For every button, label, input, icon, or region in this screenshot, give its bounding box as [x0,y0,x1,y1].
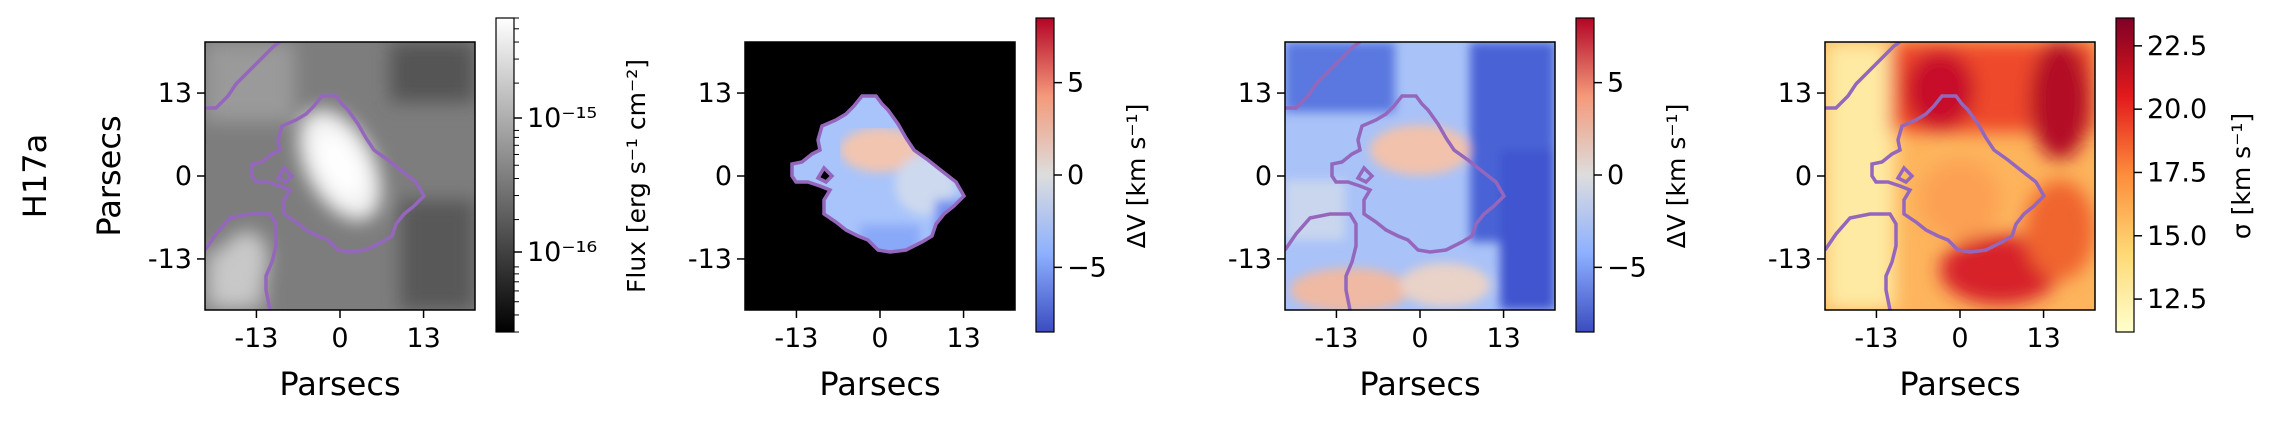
y-tick-label: 13 [1778,78,1812,109]
y-tick-label: -13 [1228,244,1272,275]
contour-main [1870,94,2047,254]
contour-corner-bl [205,212,278,310]
contour-corner-bl [1825,212,1898,310]
x-axis-label: Parsecs [279,365,400,403]
colorbar-label: ΔV [km s⁻¹] [1662,104,1691,249]
velocity-full-image [1285,42,1555,310]
axis-ticks: -13 0 13 13 0 -13 [1228,78,1521,354]
flux-image [205,42,475,310]
colorbar-tick-label: 0 [1067,160,1084,191]
panel-velocity-masked: -13 0 13 13 0 -13 Parsecs 5 0 −5 ΔV [km s⁻¹] [688,17,1151,403]
flux-contours [205,42,427,310]
y-tick-label: -13 [148,244,192,275]
colorbar-label: ΔV [km s⁻¹] [1122,104,1151,249]
colorbar-ticks: 5 0 −5 [1054,68,1107,283]
contour-main [250,94,427,254]
x-tick-label: 13 [2026,323,2060,354]
x-tick-label: -13 [1854,323,1898,354]
y-tick-label: 0 [1255,161,1272,192]
x-tick-label: -13 [1314,323,1358,354]
y-tick-label: 0 [715,161,732,192]
colorbar-tick-label: −5 [1607,252,1647,283]
y-tick-label: 0 [1795,161,1812,192]
x-tick-label: 13 [946,323,980,354]
colorbar-tick-label: 17.5 [2147,157,2207,188]
colorbar-flux [495,17,515,333]
colorbar-tick-label: 22.5 [2147,31,2207,62]
axis-ticks: -13 0 13 13 0 -13 [1768,78,2061,354]
row-label: H17a [16,134,54,218]
colorbar-velocity [1035,17,1055,333]
panel-flux: -13 0 13 13 0 -13 Parsecs Parsecs 10⁻¹⁵ 10⁻¹⁶… [90,17,651,403]
colorbar-ticks: 5 0 −5 [1594,68,1647,283]
x-axis-label: Parsecs [819,365,940,403]
axis-ticks: -13 0 13 13 0 -13 [688,78,981,354]
x-tick-label: 0 [1411,323,1428,354]
colorbar-tick-label: 5 [1607,68,1624,99]
contour-main [1330,94,1507,254]
contour-corner-tl [205,42,281,110]
x-tick-label: 0 [331,323,348,354]
dispersion-image [1825,42,2095,310]
colorbar-label: σ [km s⁻¹] [2227,113,2256,239]
colorbar-tick-label: 10⁻¹⁶ [527,237,597,268]
colorbar-tick-label: −5 [1067,252,1107,283]
colorbar-label: Flux [erg s⁻¹ cm⁻²] [622,59,651,293]
x-tick-label: 13 [1486,323,1520,354]
y-axis-label: Parsecs [90,115,128,236]
y-tick-label: -13 [688,244,732,275]
colorbar-ticks: 22.5 20.0 17.5 15.0 12.5 [2134,31,2207,315]
contour-corner-tl [1825,42,1901,110]
y-tick-label: 13 [698,78,732,109]
colorbar-velocity [1575,17,1595,333]
y-tick-label: 13 [1238,78,1272,109]
colorbar-tick-label: 12.5 [2147,284,2207,315]
colorbar-tick-label: 0 [1607,160,1624,191]
axis-ticks: -13 0 13 13 0 -13 [148,78,441,354]
x-tick-label: 0 [871,323,888,354]
contour-corner-tl [1285,42,1361,110]
colorbar-tick-label: 20.0 [2147,94,2207,125]
panel-dispersion: -13 0 13 13 0 -13 Parsecs 22.5 20.0 17.5 15.0 12.… [1768,17,2256,403]
x-tick-label: -13 [234,323,278,354]
dispersion-contours [1825,42,2047,310]
panel-velocity-full: -13 0 13 13 0 -13 Parsecs 5 0 −5 ΔV [km s⁻¹] [1228,17,1691,403]
colorbar-tick-label: 15.0 [2147,221,2207,252]
colorbar-minor-ticks [514,17,519,333]
velocity-masked-image [745,42,1015,310]
colorbar-dispersion [2115,17,2135,333]
x-axis-label: Parsecs [1359,365,1480,403]
y-tick-label: -13 [1768,244,1812,275]
x-axis-label: Parsecs [1899,365,2020,403]
x-tick-label: 0 [1951,323,1968,354]
velocity-masked-contours [790,94,967,254]
colorbar-tick-label: 10⁻¹⁵ [527,103,597,134]
y-tick-label: 0 [175,161,192,192]
x-tick-label: 13 [406,323,440,354]
contour-main [790,94,967,254]
x-tick-label: -13 [774,323,818,354]
y-tick-label: 13 [158,78,192,109]
contour-corner-bl [1285,212,1358,310]
colorbar-tick-label: 5 [1067,68,1084,99]
velocity-full-contours [1285,42,1507,310]
